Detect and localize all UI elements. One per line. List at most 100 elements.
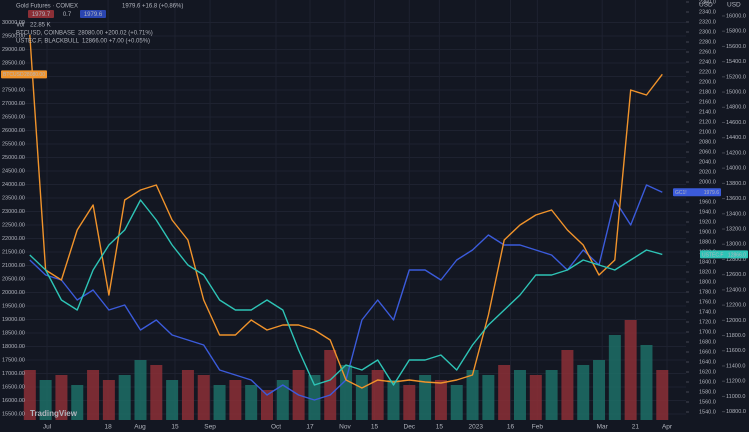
y-tick-label: 22500.00 <box>2 222 25 228</box>
volume-bar <box>513 370 526 420</box>
y2-tick-label: 2060.0 <box>699 149 716 155</box>
y-tick-label: 24000.00 <box>2 182 25 188</box>
y-tick-label: 27000.00 <box>2 101 25 107</box>
ask-box[interactable] <box>80 10 106 18</box>
price-tag-value: 28080.00 <box>24 72 45 78</box>
y2-tick-label: 1580.0 <box>699 389 716 395</box>
y3-tick-label: 13200.0 <box>726 226 746 232</box>
y-tick-label: 28500.00 <box>2 60 25 66</box>
currency[interactable]: USD <box>727 2 741 9</box>
y-tick-label: 16500.00 <box>2 384 25 390</box>
volume-bar <box>39 380 52 420</box>
y-tick-label: 20500.00 <box>2 276 25 282</box>
price-tag: GC1! 1979.6 <box>673 188 721 197</box>
volume-bar <box>55 375 68 420</box>
y-tick-label: 17500.00 <box>2 357 25 363</box>
y-tick-label: 30000.00 <box>2 20 25 26</box>
vol-label: Vol <box>16 23 24 29</box>
volume-bar <box>197 375 210 420</box>
x-tick-label: Nov <box>339 424 351 431</box>
y-tick-label: 23000.00 <box>2 209 25 215</box>
y2-tick-label: 1540.0 <box>699 409 716 415</box>
volume-bar <box>640 345 653 420</box>
x-tick-label: Sep <box>204 424 216 431</box>
y3-tick-label: 14400.0 <box>726 135 746 141</box>
y2-tick-label: 2140.0 <box>699 109 716 115</box>
volume-bar <box>529 375 542 420</box>
y-tick-label: 24500.00 <box>2 168 25 174</box>
y3-tick-label: 11400.0 <box>726 363 745 369</box>
legend-us: USTEC.F, BLACKBULL <box>16 39 80 45</box>
bid: 1979.7 <box>32 12 51 18</box>
y-tick-label: 16000.00 <box>2 398 25 404</box>
y3-tick-label: 14800.0 <box>726 105 746 111</box>
volume-bar <box>118 375 131 420</box>
y2-tick-label: 1800.0 <box>699 279 716 285</box>
volume-bar <box>134 360 147 420</box>
y3-tick-label: 14000.0 <box>726 166 746 172</box>
y2-tick-label: 1700.0 <box>699 329 716 335</box>
x-tick-label: 18 <box>104 424 112 431</box>
y3-tick-label: 15800.0 <box>726 29 746 35</box>
y3-tick-label: 11200.0 <box>726 379 745 385</box>
y3-tick-label: 13600.0 <box>726 196 746 202</box>
y2-tick-label: 1820.0 <box>699 269 716 275</box>
volume-bar <box>150 365 163 420</box>
x-tick-label: Aug <box>134 424 146 431</box>
y-tick-label: 18000.00 <box>2 344 25 350</box>
x-tick-label: 15 <box>171 424 179 431</box>
y-tick-label: 20000.00 <box>2 290 25 296</box>
y-tick-label: 19500.00 <box>2 303 25 309</box>
y-tick-label: 25000.00 <box>2 155 25 161</box>
y-tick-label: 23500.00 <box>2 195 25 201</box>
logo[interactable]: TradingView <box>30 409 78 418</box>
grid <box>14 0 686 420</box>
y-tick-label: 21500.00 <box>2 249 25 255</box>
y2-tick-label: 1640.0 <box>699 359 716 365</box>
y3-tick-label: 15000.0 <box>726 90 746 96</box>
currency[interactable]: USD <box>699 2 713 9</box>
y3-tick-label: 15400.0 <box>726 59 746 65</box>
volume-bar <box>593 360 606 420</box>
price-tag-value: 1979.6 <box>704 190 720 196</box>
y-tick-label: 22000.00 <box>2 236 25 242</box>
volume-bar <box>213 385 226 420</box>
volume-bar <box>482 375 495 420</box>
y2-tick-label: 1900.0 <box>699 229 716 235</box>
volume-bar <box>245 385 258 420</box>
volume-bar <box>577 365 590 420</box>
y3-tick-label: 14200.0 <box>726 150 746 156</box>
y-tick-label: 17000.00 <box>2 371 25 377</box>
x-tick-label: Feb <box>532 424 544 431</box>
y-tick-label: 19000.00 <box>2 317 25 323</box>
y3-tick-label: 13800.0 <box>726 181 746 187</box>
volume-bar <box>87 370 100 420</box>
volume-bar <box>229 380 242 420</box>
volume-bar <box>545 370 558 420</box>
price-tag-box <box>700 250 748 259</box>
y-tick-label: 29500.00 <box>2 33 25 39</box>
volume-bar <box>324 350 337 420</box>
y2-tick-label: 1680.0 <box>699 339 716 345</box>
y-tick-label: 25500.00 <box>2 141 25 147</box>
y2-tick-label: 2120.0 <box>699 119 716 125</box>
bid-box[interactable] <box>28 10 54 18</box>
series-line <box>29 199 663 386</box>
volume-bar <box>561 350 574 420</box>
x-tick-label: 15 <box>371 424 379 431</box>
volume-bar <box>276 380 289 420</box>
volume-bar <box>498 365 511 420</box>
y2-tick-label: 2260.0 <box>699 49 716 55</box>
price-tag-label: BTCUSD <box>3 72 24 78</box>
volume-bar <box>371 370 384 420</box>
legend: Gold Futures · COMEX 1979.6 +16.8 (+0.86… <box>16 4 183 45</box>
x-tick-label: 2023 <box>468 424 483 431</box>
y3-tick-label: 13000.0 <box>726 242 746 248</box>
x-tick-label: Dec <box>404 424 416 431</box>
y-tick-label: 27500.00 <box>2 87 25 93</box>
y3-tick-label: 12600.0 <box>726 272 746 278</box>
y-tick-label: 26000.00 <box>2 128 25 134</box>
y2-tick-label: 2160.0 <box>699 99 716 105</box>
y3-tick-label: 13400.0 <box>726 211 746 217</box>
